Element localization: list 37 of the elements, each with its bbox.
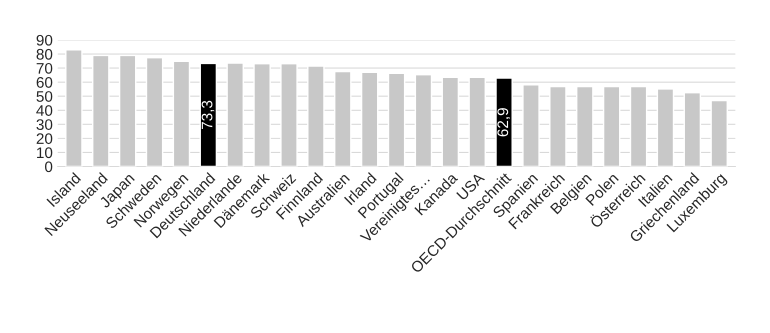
y-tick-label: 40 <box>36 105 52 116</box>
bar <box>253 63 271 166</box>
bar <box>65 49 83 166</box>
y-tick-label: 0 <box>44 161 52 172</box>
y-tick-label: 10 <box>37 147 52 158</box>
y-tick-label: 60 <box>36 77 52 88</box>
y-tick-label: 30 <box>36 119 52 130</box>
bar <box>442 76 460 166</box>
bar <box>200 62 218 166</box>
y-tick-label: 70 <box>36 62 52 74</box>
bar <box>656 88 674 166</box>
bar <box>360 72 378 166</box>
bar <box>684 92 702 166</box>
data-label: 73,3 <box>202 100 214 130</box>
bar <box>92 54 110 166</box>
bar <box>630 86 648 166</box>
bar <box>495 77 513 166</box>
bar <box>602 86 620 166</box>
y-tick-label: 90 <box>36 34 52 46</box>
bar <box>576 86 594 166</box>
y-tick-label: 20 <box>36 133 52 144</box>
y-tick-label: 80 <box>36 48 52 60</box>
y-tick-label: 50 <box>36 91 52 102</box>
bar <box>388 72 406 166</box>
bar <box>226 62 244 166</box>
bar <box>334 70 352 166</box>
bar <box>468 76 486 166</box>
bar <box>307 65 325 166</box>
bar <box>522 84 540 166</box>
data-label: 62,9 <box>497 108 510 136</box>
bar <box>172 60 190 166</box>
bar <box>710 100 728 166</box>
bar <box>280 63 298 166</box>
bar <box>414 74 432 166</box>
bar <box>146 56 164 166</box>
bar <box>549 86 567 166</box>
bar <box>118 54 136 166</box>
